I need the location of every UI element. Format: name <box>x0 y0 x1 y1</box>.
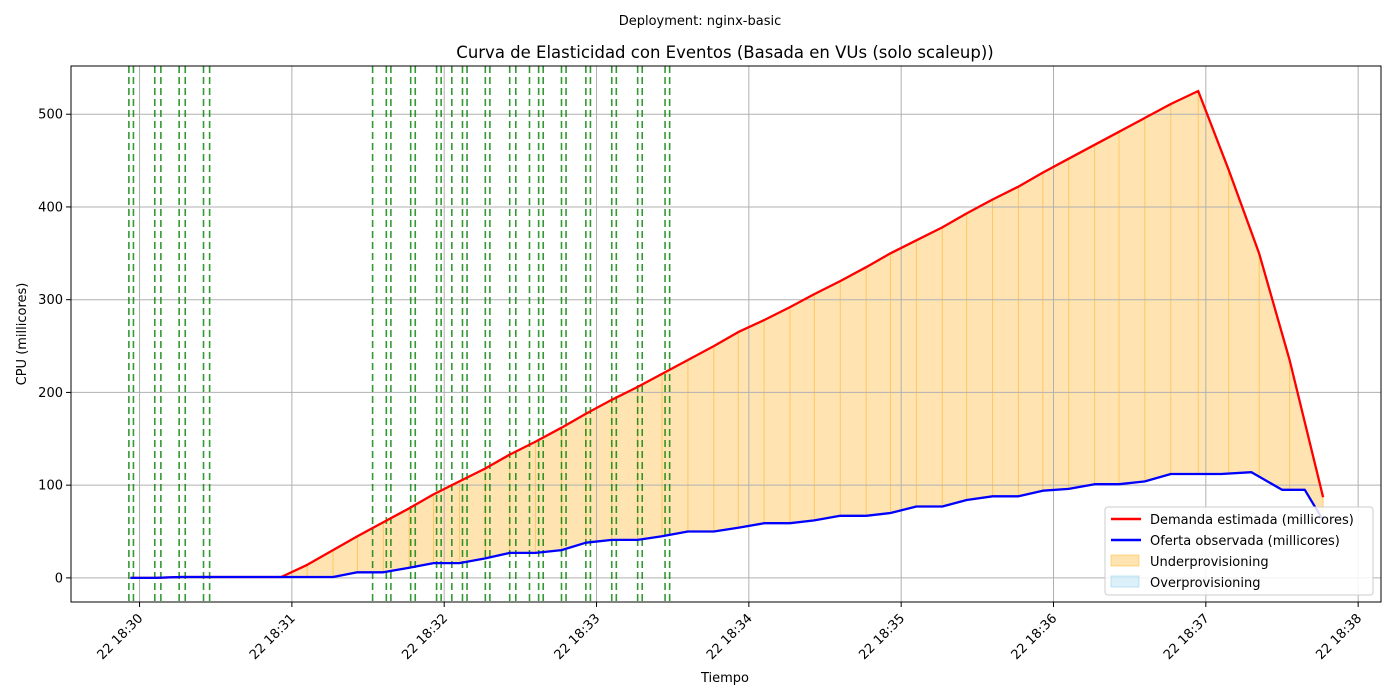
supply-series-line <box>130 471 1325 580</box>
demand-series-line <box>130 89 1325 580</box>
y-tick-label: 100 <box>38 479 63 494</box>
y-tick-label: 0 <box>55 571 63 586</box>
underprovisioning-area <box>130 91 1324 578</box>
x-tick-label: 22 18:37 <box>1161 611 1213 663</box>
x-axis-label: Tiempo <box>700 671 749 686</box>
legend-label-underprovisioning: Underprovisioning <box>1150 555 1269 570</box>
y-tick-label: 400 <box>38 200 63 215</box>
legend-swatch-underprovisioning <box>1110 554 1140 567</box>
x-tick-label: 22 18:35 <box>856 611 908 663</box>
y-tick-label: 200 <box>38 386 63 401</box>
y-tick-label: 500 <box>38 108 63 123</box>
x-tick-label: 22 18:36 <box>1009 611 1061 663</box>
y-axis-label: CPU (millicores) <box>15 283 30 386</box>
legend-box <box>1104 506 1374 596</box>
legend-label-demand: Demanda estimada (millicores) <box>1150 513 1354 528</box>
legend-label-overprovisioning: Overprovisioning <box>1150 576 1261 591</box>
event-lines-layer <box>128 66 671 602</box>
y-axis-ticks: 0 100 200 300 400 500 <box>38 108 71 586</box>
y-tick-label: 300 <box>38 293 63 308</box>
chart-title: Curva de Elasticidad con Eventos (Basada… <box>456 43 993 62</box>
legend-label-supply: Oferta observada (millicores) <box>1150 534 1340 549</box>
plot-frame <box>70 65 1382 603</box>
legend-swatch-overprovisioning <box>1110 575 1140 588</box>
x-axis-ticks: 22 18:30 22 18:31 22 18:32 22 18:33 22 18:34… <box>95 602 1365 663</box>
underprovisioning-fill-layer <box>130 91 1324 578</box>
x-tick-label: 22 18:30 <box>95 611 147 663</box>
legend: Demanda estimada (millicores) Oferta obs… <box>1104 506 1374 596</box>
x-tick-label: 22 18:34 <box>704 611 756 663</box>
x-tick-label: 22 18:33 <box>552 611 604 663</box>
chart-suptitle: Deployment: nginx-basic <box>619 14 782 29</box>
x-tick-label: 22 18:32 <box>399 611 451 663</box>
series-layer <box>130 89 1325 580</box>
x-tick-label: 22 18:31 <box>247 611 299 663</box>
grid-layer <box>71 66 1381 602</box>
x-tick-label: 22 18:38 <box>1313 611 1365 663</box>
